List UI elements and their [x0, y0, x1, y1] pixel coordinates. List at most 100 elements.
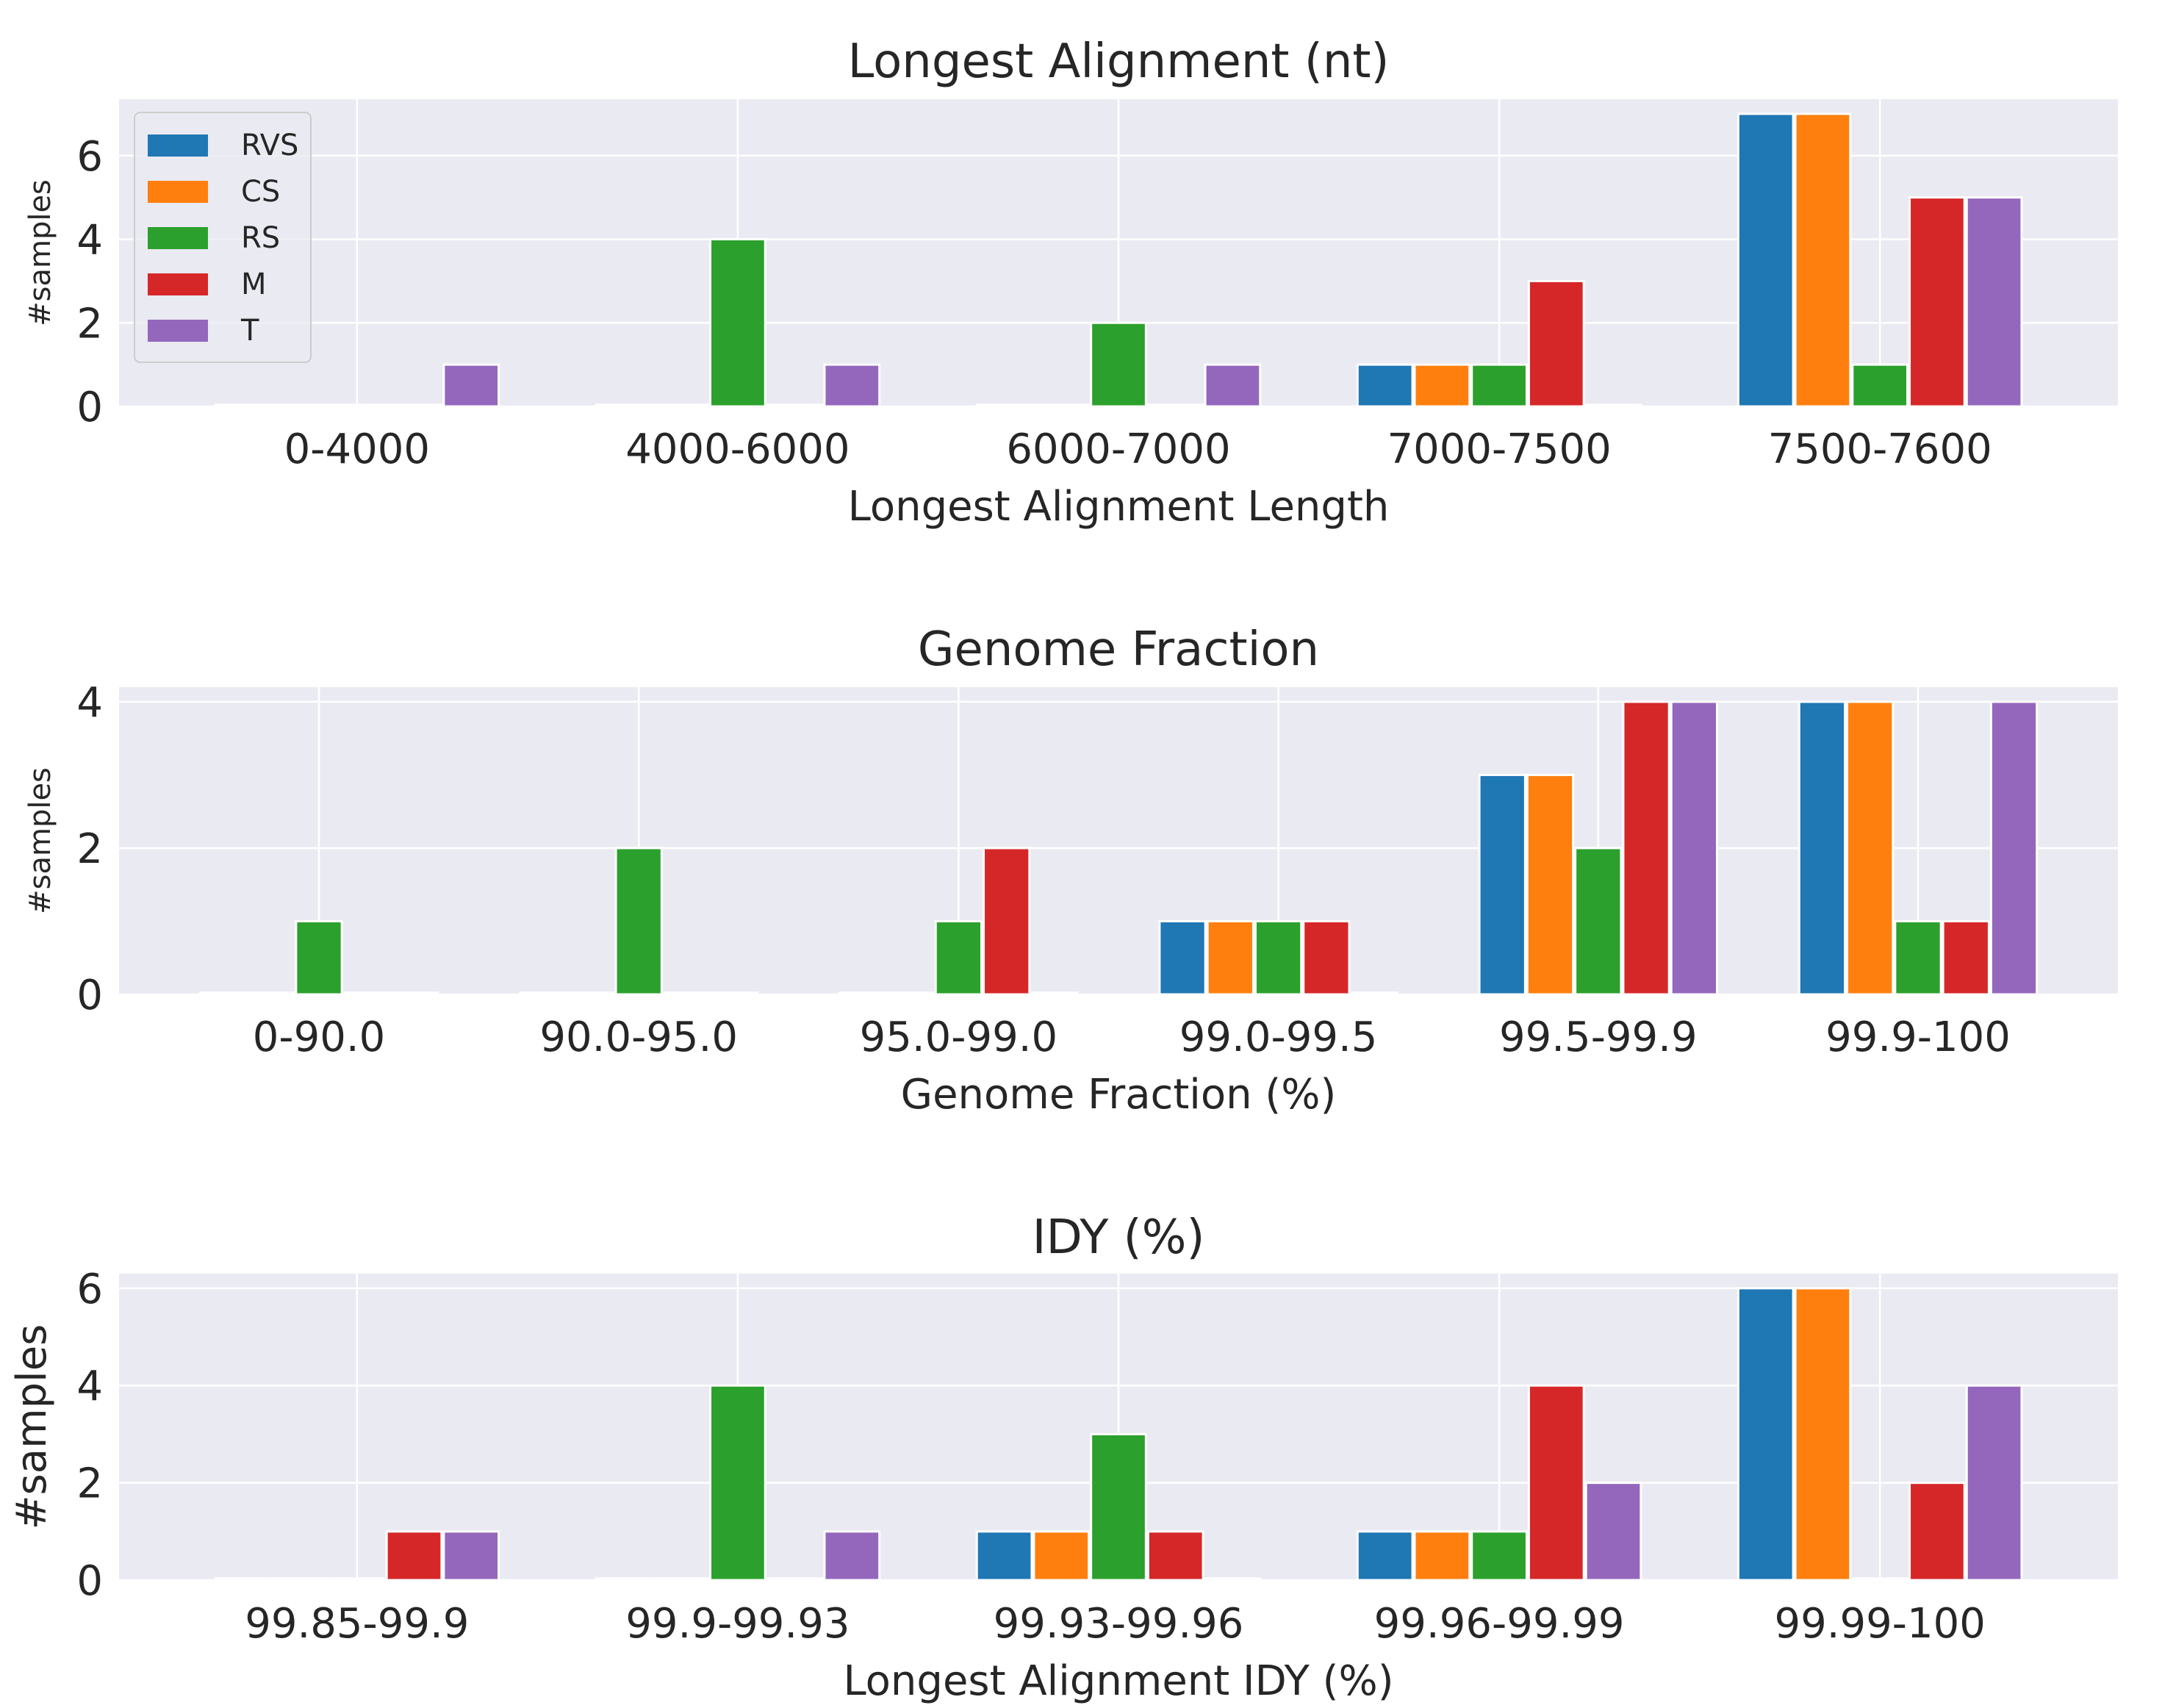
y-tick-label: 6: [76, 1266, 103, 1313]
bar-m: [1302, 919, 1351, 996]
bar-cs: [567, 991, 615, 996]
bar-rs: [1470, 1530, 1528, 1582]
y-tick-label: 0: [76, 1557, 103, 1605]
x-tick-label: 99.96-99.99: [1374, 1600, 1625, 1648]
bar-rs: [1851, 1577, 1909, 1582]
chart-panel-3: 0 2 4 6 99.85-99.9 99.9-99.93 99.93-99.96 99.96…: [8, 1210, 2118, 1705]
bar-t: [1584, 1482, 1642, 1582]
bar-t: [823, 363, 881, 408]
bar-t: [1584, 403, 1642, 408]
bar-rvs: [1478, 773, 1526, 996]
bar-cs: [1413, 1530, 1471, 1582]
bar-t: [1989, 700, 2039, 996]
x-tick-label: 7000-7500: [1387, 426, 1611, 473]
bar-cs: [652, 403, 710, 408]
bar-rvs: [1158, 919, 1207, 996]
bar-m: [385, 403, 443, 408]
x-tick-label: 99.99-100: [1774, 1600, 1985, 1648]
x-tick-label: 99.93-99.96: [994, 1600, 1244, 1648]
x-tick-label: 99.85-99.9: [245, 1600, 469, 1648]
y-tick-label: 2: [76, 825, 103, 873]
x-tick-label: 99.9-100: [1825, 1013, 2011, 1061]
bar-rvs: [595, 1577, 653, 1582]
bar-rvs: [1356, 1530, 1414, 1582]
y-axis-label: #samples: [8, 1324, 56, 1530]
bar-cs: [1206, 919, 1254, 996]
bar-cs: [271, 1577, 328, 1582]
bar-cs: [1526, 773, 1575, 996]
bar-t: [1030, 991, 1079, 996]
bar-rvs: [214, 403, 272, 408]
legend-swatch-rvs: [148, 134, 208, 157]
bar-m: [1146, 1530, 1204, 1582]
bar-rs: [1254, 919, 1303, 996]
x-tick-label: 0-4000: [284, 426, 430, 473]
bar-rvs: [1737, 112, 1795, 408]
bar-m: [1527, 279, 1585, 408]
bar-rvs: [198, 991, 248, 996]
bar-t: [711, 991, 759, 996]
bar-rs: [1090, 1432, 1147, 1582]
bar-rs: [295, 919, 343, 996]
bar-m: [1942, 919, 1990, 996]
bar-rvs: [595, 403, 653, 408]
bar-m: [1908, 1482, 1966, 1582]
bar-t: [390, 991, 439, 996]
bar-rvs: [975, 403, 1033, 408]
legend-label-cs: CS: [241, 175, 280, 209]
bar-rs: [1470, 363, 1528, 408]
y-tick-label: 0: [76, 384, 103, 431]
bar-m: [766, 403, 824, 408]
x-tick-label: 90.0-95.0: [539, 1013, 738, 1061]
x-tick-label: 95.0-99.0: [860, 1013, 1058, 1061]
legend-label-rvs: RVS: [241, 129, 298, 162]
plot-area: [119, 687, 2118, 994]
bar-rs: [1090, 321, 1147, 408]
x-tick-label: 99.9-99.93: [625, 1600, 850, 1648]
bar-cs: [1032, 1530, 1091, 1582]
bar-m: [983, 847, 1031, 996]
legend-swatch-cs: [148, 181, 208, 203]
bar-m: [385, 1530, 443, 1582]
bar-cs: [247, 991, 295, 996]
legend-swatch-rs: [148, 227, 208, 249]
y-tick-label: 4: [76, 217, 103, 265]
bar-m: [342, 991, 391, 996]
bar-rs: [1894, 919, 1942, 996]
bar-m: [1146, 403, 1204, 408]
bar-t: [1965, 1384, 2023, 1582]
bar-rs: [614, 847, 663, 996]
bar-rs: [1574, 847, 1623, 996]
y-axis-label: #samples: [24, 179, 57, 326]
bar-m: [1622, 700, 1670, 996]
legend-label-t: T: [240, 314, 259, 348]
legend-box: [134, 112, 312, 363]
bar-cs: [1032, 403, 1091, 408]
bar-t: [1670, 700, 1718, 996]
y-tick-label: 4: [76, 1363, 103, 1410]
y-tick-label: 6: [76, 133, 103, 181]
y-tick-label: 0: [76, 972, 103, 1019]
x-tick-label: 99.5-99.9: [1499, 1013, 1698, 1061]
x-tick-label: 0-90.0: [253, 1013, 386, 1061]
y-tick-label: 2: [76, 1460, 103, 1508]
bar-rvs: [1737, 1287, 1795, 1582]
x-axis-label: Longest Alignment Length: [848, 483, 1390, 531]
x-tick-label: 4000-6000: [625, 426, 850, 473]
bar-t: [1350, 991, 1398, 996]
bar-t: [1204, 1577, 1262, 1582]
bar-t: [1965, 196, 2023, 408]
bar-cs: [1794, 112, 1852, 408]
x-axis-label: Longest Alignment IDY (%): [843, 1657, 1393, 1705]
bar-cs: [886, 991, 935, 996]
bar-t: [1204, 363, 1262, 408]
bar-rs: [709, 238, 766, 408]
bar-t: [823, 1530, 881, 1582]
y-tick-label: 4: [76, 679, 103, 727]
chart-panel-2: 0 2 4 0-90.0 90.0-95.0 95.0-99.0 99.0-99.5 99.5…: [24, 622, 2118, 1119]
bar-cs: [1413, 363, 1471, 408]
bar-rvs: [1356, 363, 1414, 408]
x-tick-label: 99.0-99.5: [1179, 1013, 1378, 1061]
bar-m: [766, 1577, 824, 1582]
legend: RVS CS RS MT: [134, 112, 312, 363]
